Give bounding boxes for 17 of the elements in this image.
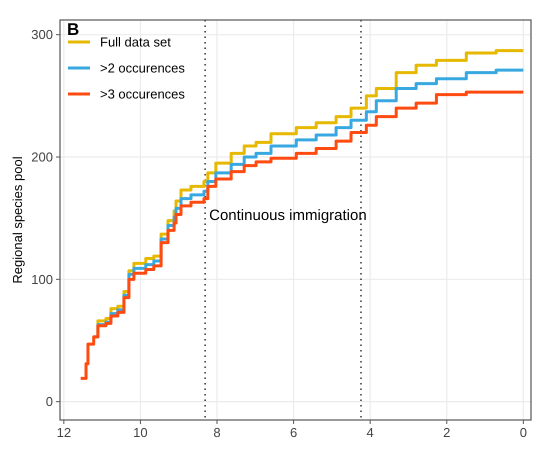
y-tick-label: 100 [31,272,53,287]
y-tick-label: 0 [46,394,53,410]
chart-title: B [67,20,80,39]
y-tick-label: 300 [31,27,53,42]
x-tick-label: 8 [213,425,221,440]
x-tick-label: 0 [520,425,527,440]
y-axis-title: Regional species pool [10,156,25,284]
x-tick-label: 4 [366,425,374,440]
x-tick-label: 6 [290,425,298,440]
legend-label: Full data set [100,34,172,50]
x-tick-label: 10 [133,425,148,440]
annotation: Continuous immigration [209,207,367,224]
y-tick-label: 200 [31,150,53,165]
x-tick-label: 12 [56,425,72,440]
legend-label: >3 occurences [100,86,186,102]
x-tick-label: 2 [443,425,450,440]
legend-label: >2 occurences [100,60,186,76]
